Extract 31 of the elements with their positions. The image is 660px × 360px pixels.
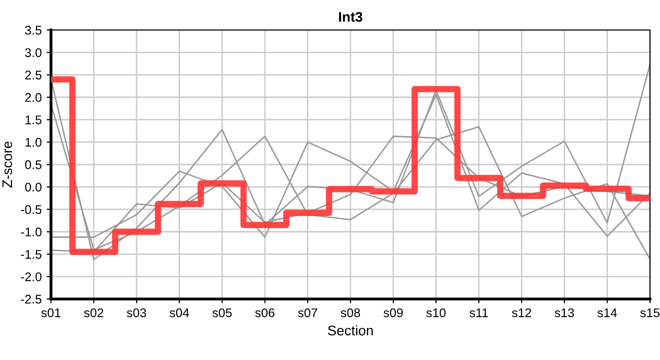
x-tick-label: s11: [470, 308, 488, 318]
y-tick-label: -2.0: [20, 272, 42, 282]
y-tick-label: -2.5: [20, 294, 42, 304]
x-tick-label: s06: [255, 308, 274, 318]
y-tick-label: 0.5: [25, 160, 42, 170]
x-tick-label: s02: [84, 308, 104, 318]
x-tick-label: s14: [597, 308, 617, 318]
y-tick-label: -1.0: [20, 228, 42, 236]
y-tick-label: 2.5: [25, 70, 42, 80]
x-tick-label: s07: [298, 308, 318, 318]
y-tick-label: 3.5: [25, 26, 42, 35]
x-tick-label: s04: [170, 308, 190, 318]
x-tick-label: s03: [126, 308, 146, 318]
x-tick-label: s08: [340, 308, 360, 318]
x-tick-label: s12: [512, 308, 532, 318]
x-tick-label: s01: [41, 308, 60, 318]
y-tick-label: -1.5: [20, 250, 42, 259]
x-tick-label: s09: [384, 308, 403, 318]
x-tick-label: s13: [554, 308, 574, 318]
x-axis-title: Section: [328, 325, 373, 336]
y-tick-label: 1.0: [26, 138, 42, 147]
y-tick-label: 1.5: [26, 116, 42, 124]
chart-title: Int3: [339, 12, 362, 22]
y-tick-label: -0.5: [20, 205, 42, 214]
y-tick-label: 2.0: [25, 93, 42, 102]
y-axis-title: Z-score: [2, 142, 12, 188]
x-tick-label: s15: [640, 308, 660, 318]
x-tick-label: s05: [212, 308, 232, 318]
y-tick-label: 3.0: [25, 48, 42, 58]
y-tick-label: 0.0: [25, 182, 42, 192]
x-tick-label: s10: [426, 308, 446, 318]
